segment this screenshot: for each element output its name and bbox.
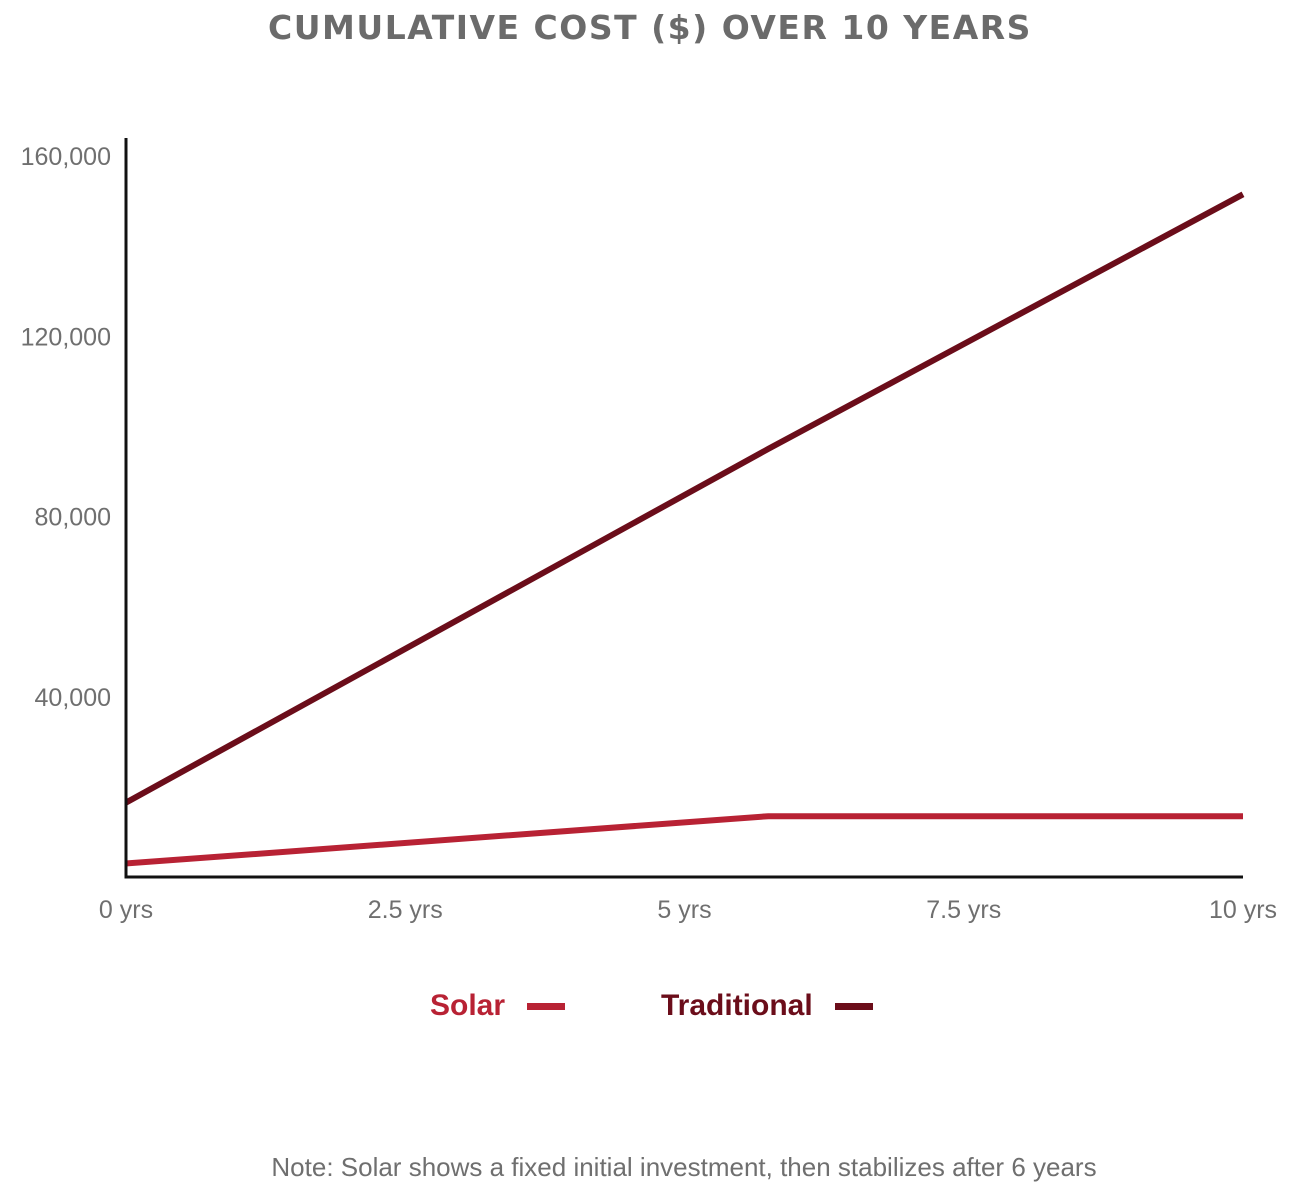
chart-note: Note: Solar shows a fixed initial invest… [271, 1152, 1097, 1182]
legend-swatch-traditional [834, 1002, 873, 1010]
x-tick-label: 2.5 yrs [368, 896, 443, 924]
legend-label-traditional: Traditional [661, 989, 813, 1022]
y-tick-label: 120,000 [21, 323, 111, 351]
y-tick-label: 80,000 [35, 504, 111, 532]
series-line-solar [125, 813, 1243, 867]
chart-title: CUMULATIVE COST ($) OVER 10 YEARS [268, 8, 1032, 47]
axis-layer [124, 138, 1243, 879]
x-tick-label: 5 yrs [657, 896, 711, 924]
x-tick-label: 7.5 yrs [926, 896, 1001, 924]
series-line-traditional [124, 191, 1245, 806]
legend-label-solar: Solar [430, 989, 506, 1022]
x-tick-label: 10 yrs [1209, 896, 1277, 924]
y-tick-label: 40,000 [35, 684, 111, 712]
y-tick-labels: 40,000 80,000 120,000 160,000 [21, 143, 111, 712]
x-tick-label: 0 yrs [99, 896, 153, 924]
x-tick-labels: 0 yrs 2.5 yrs 5 yrs 7.5 yrs 10 yrs [99, 896, 1277, 924]
legend-swatch-solar [527, 1002, 566, 1010]
legend-item-traditional: Traditional [661, 984, 873, 1028]
legend-item-solar: Solar [430, 984, 566, 1028]
series-layer [124, 191, 1245, 867]
legend: Solar Traditional [0, 984, 1300, 1028]
y-tick-label: 160,000 [21, 143, 111, 171]
